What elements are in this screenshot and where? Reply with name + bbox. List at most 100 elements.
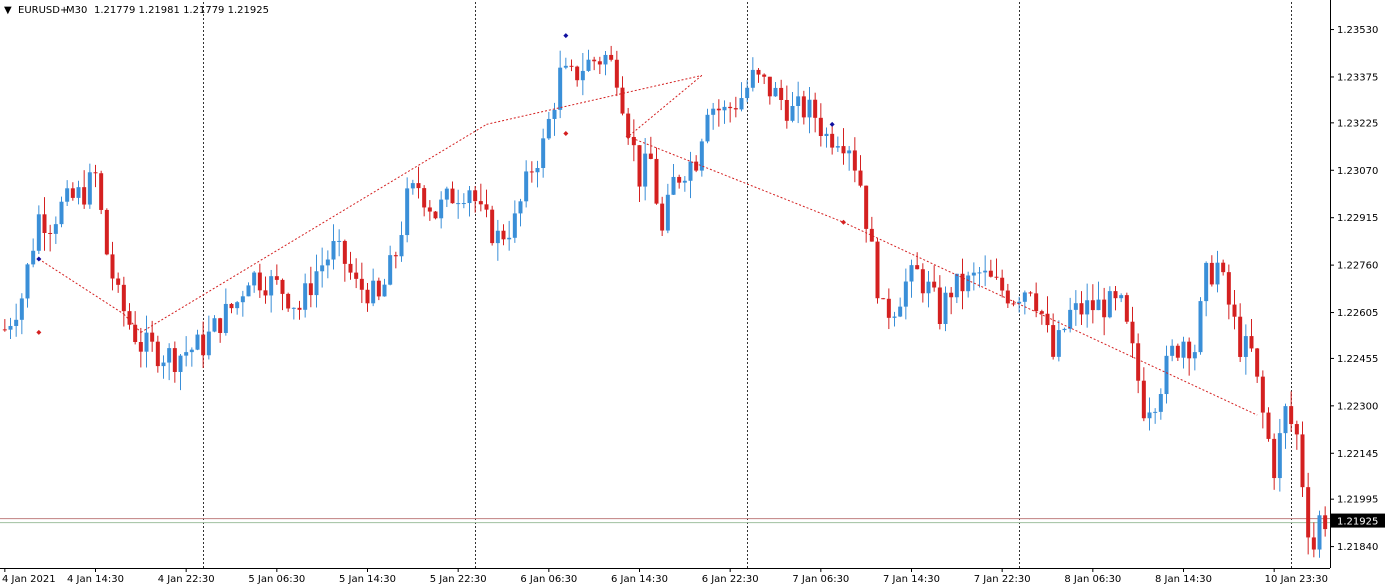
candle-body (308, 283, 313, 296)
candle (461, 193, 466, 209)
candle-body (1028, 292, 1033, 294)
candle-body (762, 74, 767, 77)
candle (529, 161, 534, 183)
time-axis[interactable]: 4 Jan 2021 4 Jan 14:30 4 Jan 22:30 5 Jan 06… (0, 568, 1330, 585)
candle-body (184, 352, 189, 356)
candle-body (76, 187, 81, 198)
candle-body (1000, 277, 1005, 291)
candle-body (1113, 291, 1118, 299)
candle (1034, 282, 1039, 318)
candle (1289, 391, 1294, 432)
candle-body (218, 318, 223, 333)
candle (478, 183, 483, 212)
candle-body (495, 230, 500, 244)
candle (818, 103, 823, 147)
candle-body (841, 146, 846, 154)
candle (546, 111, 551, 140)
candle-body (121, 284, 126, 312)
candle (116, 272, 121, 293)
candle-body (881, 298, 886, 300)
candle-body (631, 136, 636, 146)
candle (1085, 283, 1090, 328)
candle-body (365, 289, 370, 304)
candle-body (988, 270, 993, 277)
candle (184, 336, 189, 367)
candle-body (926, 281, 931, 294)
candle-body (1317, 515, 1322, 550)
candle (745, 80, 750, 103)
candle-body (70, 188, 75, 198)
menu-chevron-icon[interactable]: ▼ (4, 5, 12, 16)
candle-body (1249, 336, 1254, 349)
candle (314, 254, 319, 308)
candle (728, 102, 733, 123)
candle-body (359, 278, 364, 290)
candle (960, 258, 965, 310)
candle-body (478, 201, 483, 205)
candle (847, 146, 852, 171)
candle (966, 271, 971, 298)
candle-body (31, 250, 36, 265)
candle (76, 180, 81, 205)
candle-body (920, 269, 925, 294)
candle (988, 259, 993, 278)
candle-body (898, 306, 903, 317)
candle (19, 293, 24, 335)
time-tick-label: 6 Jan 14:30 (611, 574, 668, 585)
candle (898, 297, 903, 318)
candle-body (1181, 341, 1186, 358)
time-tick-label: 10 Jan 23:30 (1265, 574, 1328, 585)
candle (308, 266, 313, 308)
price-axis[interactable]: 1.23530 1.23375 1.23225 1.23070 1.22915 1.227… (1330, 0, 1378, 568)
candle-body (161, 362, 166, 367)
signal-diamond-icon (36, 256, 42, 262)
candle (592, 56, 597, 71)
candle-body (524, 171, 529, 202)
candle (178, 353, 183, 391)
candle-body (960, 273, 965, 292)
time-tick-label: 7 Jan 14:30 (883, 574, 940, 585)
candle (903, 268, 908, 320)
candle-body (99, 173, 104, 210)
candle-body (1289, 406, 1294, 425)
signal-diamond-icon (625, 134, 631, 140)
candle-body (949, 292, 954, 298)
candle (382, 278, 387, 297)
candle-body (280, 279, 285, 294)
candle-body (682, 180, 687, 183)
candle (512, 200, 517, 243)
candle (359, 262, 364, 304)
candle (654, 147, 659, 205)
candle (796, 81, 801, 124)
candle (206, 315, 211, 360)
candle (172, 341, 177, 383)
candle (93, 164, 98, 188)
candle-body (1170, 345, 1175, 356)
candle (263, 276, 268, 304)
candle (393, 251, 398, 269)
candle-body (1107, 291, 1112, 318)
candle (269, 269, 274, 313)
candle (1272, 433, 1277, 490)
candle-body (473, 190, 478, 202)
candle (575, 65, 580, 87)
candle-body (1198, 301, 1203, 353)
candle-body (654, 158, 659, 204)
candle-body (354, 272, 359, 279)
price-tick-label: 1.22145 (1337, 449, 1378, 460)
candle-body (660, 203, 665, 231)
candle (705, 108, 710, 144)
zigzag-segment (38, 258, 125, 315)
price-tick-label: 1.23070 (1337, 166, 1378, 177)
candle-body (314, 271, 319, 296)
candle-body (1311, 537, 1316, 550)
candle (167, 343, 172, 381)
candle-body (263, 290, 268, 296)
candle (716, 99, 721, 127)
candle (762, 73, 767, 85)
candle (1204, 261, 1209, 317)
price-tick-label: 1.22455 (1337, 354, 1378, 365)
candle (597, 56, 602, 75)
candle-body (614, 59, 619, 88)
